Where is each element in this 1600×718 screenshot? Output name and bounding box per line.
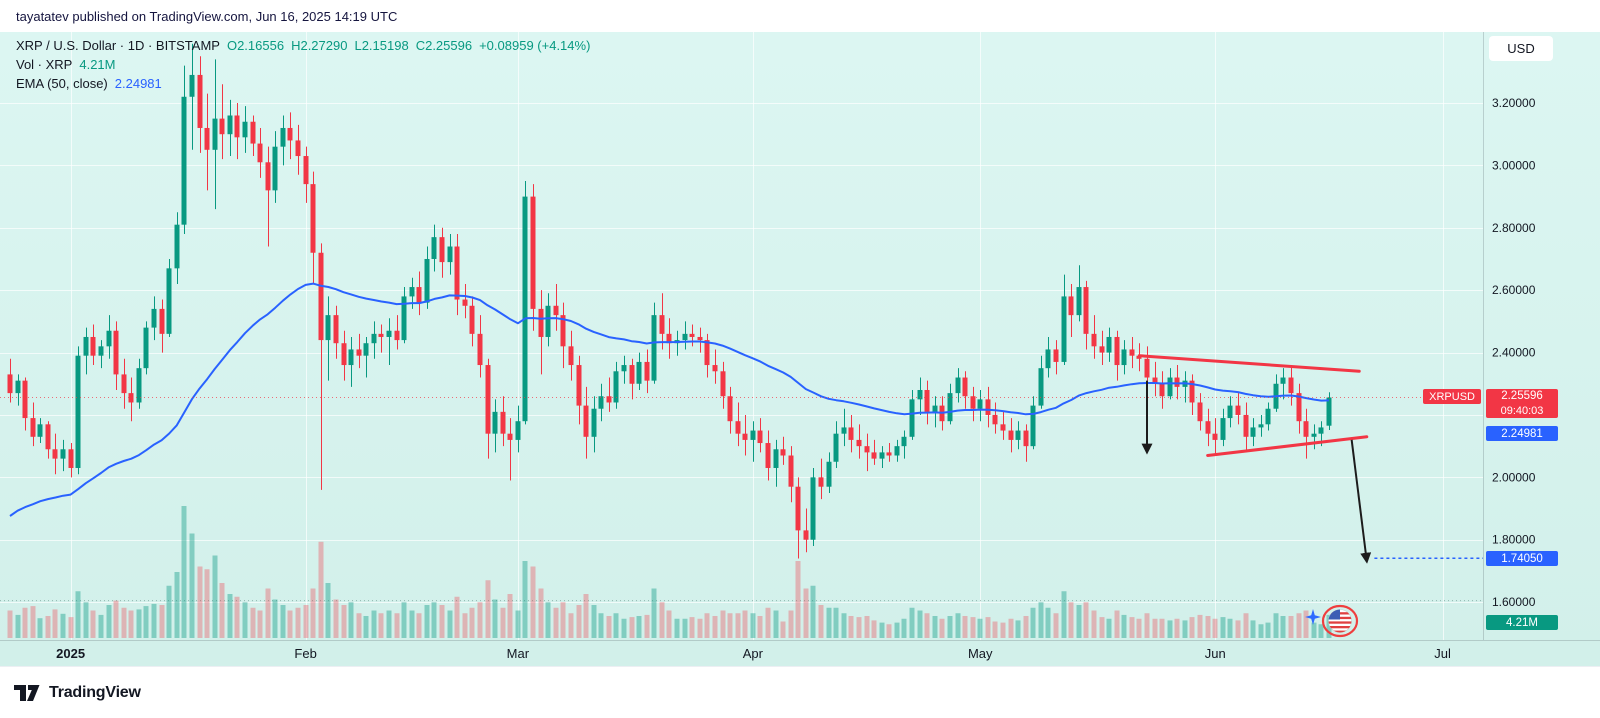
volume-value: 4.21M	[79, 57, 116, 72]
ohlc-open: O2.16556	[226, 38, 285, 53]
ohlc-low: L2.15198	[354, 38, 409, 53]
change-value: +0.08959 (+4.14%)	[479, 38, 591, 53]
volume-label: Vol · XRP	[16, 57, 73, 72]
time-tick-label: Jun	[1205, 646, 1226, 661]
footer-bar: TradingView	[0, 666, 1600, 718]
symbol-price-flag: XRPUSD	[1423, 389, 1481, 404]
volume-legend-row[interactable]: Vol · XRP 4.21M	[16, 56, 590, 74]
chart-legend: XRP / U.S. Dollar · 1D · BITSTAMP O2.165…	[16, 37, 590, 94]
price-tick-label: 1.80000	[1492, 533, 1536, 547]
time-tick-label: Jul	[1434, 646, 1451, 661]
ema-line[interactable]	[9, 282, 1329, 517]
symbol-title: XRP / U.S. Dollar · 1D · BITSTAMP	[16, 38, 220, 53]
upper-resistance-trendline[interactable]	[1137, 354, 1361, 373]
published-byline-bar: tayatatev published on TradingView.com, …	[0, 0, 1600, 32]
currency-toggle-button[interactable]: USD	[1489, 36, 1553, 61]
price-tick-label: 3.20000	[1492, 96, 1536, 110]
time-tick-label: Mar	[507, 646, 530, 661]
ohlc-close: C2.25596	[415, 38, 473, 53]
time-tick-label: 2025	[56, 646, 85, 661]
price-tick-label: 3.00000	[1492, 158, 1536, 172]
volume-layer	[7, 506, 1332, 638]
time-tick-label: Feb	[294, 646, 316, 661]
volume-badge: 4.21M	[1486, 615, 1558, 630]
ema-price-badge: 2.24981	[1486, 426, 1558, 441]
price-tick-label: 2.80000	[1492, 221, 1536, 235]
tradingview-brand[interactable]: TradingView	[49, 683, 141, 701]
time-axis[interactable]: 2025 Feb Mar Apr May Jun Jul	[56, 646, 1451, 661]
price-tick-label: 2.40000	[1492, 346, 1536, 360]
tradingview-logo-icon[interactable]	[12, 681, 42, 705]
sparkle-icon	[1305, 609, 1321, 625]
time-tick-label: Apr	[743, 646, 764, 661]
flag-sticker-icon	[1305, 604, 1359, 638]
ema-label: EMA (50, close)	[16, 76, 108, 91]
price-axis[interactable]: 3.20000 3.00000 2.80000 2.60000 2.40000 2.000…	[1492, 96, 1536, 609]
bar-countdown: 09:40:03	[1500, 405, 1544, 417]
price-tick-label: 2.60000	[1492, 283, 1536, 297]
price-tick-label: 1.60000	[1492, 595, 1536, 609]
published-byline: tayatatev published on TradingView.com, …	[16, 8, 398, 24]
price-chart[interactable]: 3.20000 3.00000 2.80000 2.60000 2.40000 2.000…	[0, 32, 1600, 666]
target-arrow[interactable]	[1350, 439, 1372, 564]
target-price-badge: 1.74050	[1486, 551, 1558, 566]
chart-area[interactable]: 3.20000 3.00000 2.80000 2.60000 2.40000 2.000…	[0, 32, 1600, 666]
candles-layer	[7, 43, 1332, 559]
last-price-badge: 2.25596 09:40:03	[1486, 389, 1558, 418]
time-tick-label: May	[968, 646, 993, 661]
ohlc-high: H2.27290	[291, 38, 348, 53]
last-price-value: 2.25596	[1501, 390, 1543, 402]
ema-legend-row[interactable]: EMA (50, close) 2.24981	[16, 75, 590, 93]
symbol-legend-row[interactable]: XRP / U.S. Dollar · 1D · BITSTAMP O2.165…	[16, 37, 590, 55]
lower-support-trendline[interactable]	[1206, 435, 1369, 458]
price-tick-label: 2.00000	[1492, 470, 1536, 484]
ema-value: 2.24981	[114, 76, 162, 91]
